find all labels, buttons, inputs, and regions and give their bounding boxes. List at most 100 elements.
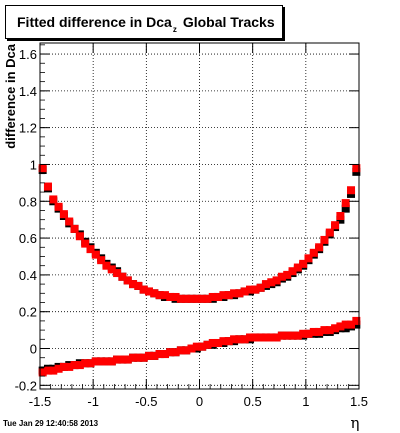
data-point bbox=[299, 259, 308, 268]
x-tick-label: 1.5 bbox=[350, 394, 368, 409]
y-tick-label: 0.6 bbox=[19, 231, 37, 246]
data-point bbox=[49, 195, 58, 204]
data-point bbox=[251, 285, 260, 294]
data-point bbox=[336, 212, 345, 220]
data-point bbox=[182, 294, 191, 303]
data-point bbox=[65, 217, 74, 226]
data-point bbox=[118, 272, 127, 281]
data-point bbox=[139, 285, 148, 294]
data-point bbox=[208, 292, 217, 301]
data-point bbox=[118, 355, 127, 364]
data-point bbox=[75, 361, 84, 370]
data-point bbox=[54, 202, 63, 211]
data-point bbox=[267, 333, 276, 342]
data-point bbox=[224, 337, 233, 346]
data-point bbox=[176, 294, 185, 303]
data-point bbox=[246, 333, 255, 342]
data-point bbox=[155, 291, 164, 300]
data-point bbox=[331, 324, 340, 333]
data-point bbox=[325, 228, 334, 237]
data-point bbox=[160, 291, 169, 300]
data-point bbox=[187, 344, 196, 353]
data-point bbox=[246, 285, 255, 294]
chart-title-box: Fitted difference in Dcaz Global Tracks bbox=[5, 5, 283, 39]
data-point bbox=[134, 281, 143, 290]
data-point bbox=[123, 355, 132, 364]
data-point bbox=[230, 335, 239, 344]
data-point bbox=[182, 346, 191, 355]
chart-title-main: Fitted difference in Dca bbox=[17, 14, 172, 30]
data-point bbox=[113, 355, 122, 364]
data-point bbox=[224, 291, 233, 300]
data-point bbox=[65, 362, 74, 371]
data-point bbox=[171, 292, 180, 301]
data-point bbox=[102, 261, 111, 270]
data-point bbox=[54, 364, 63, 373]
data-point bbox=[277, 331, 286, 340]
data-point bbox=[214, 338, 223, 347]
data-point bbox=[123, 276, 132, 285]
data-point bbox=[261, 333, 270, 342]
data-point bbox=[166, 292, 175, 301]
y-tick-label: 1.4 bbox=[19, 84, 37, 99]
data-point bbox=[187, 294, 196, 303]
data-point bbox=[272, 333, 281, 342]
data-point bbox=[288, 267, 297, 276]
data-point bbox=[219, 337, 228, 346]
data-point bbox=[256, 283, 265, 292]
data-point bbox=[171, 348, 180, 357]
data-point bbox=[144, 287, 153, 296]
data-point bbox=[309, 248, 318, 257]
data-point bbox=[160, 350, 169, 359]
y-tick-label: 0 bbox=[30, 342, 37, 357]
y-tick-label: 1 bbox=[30, 157, 37, 172]
data-point bbox=[320, 326, 329, 335]
data-point bbox=[208, 338, 217, 347]
data-point bbox=[299, 329, 308, 338]
data-point bbox=[129, 353, 138, 362]
data-point bbox=[38, 164, 47, 173]
data-point bbox=[49, 366, 58, 375]
data-point bbox=[325, 326, 334, 335]
x-tick-label: -0.5 bbox=[135, 394, 157, 409]
data-point bbox=[75, 232, 84, 241]
data-point bbox=[198, 342, 207, 351]
y-tick-label: 0.4 bbox=[19, 268, 37, 283]
data-point bbox=[166, 348, 175, 357]
data-point bbox=[240, 287, 249, 296]
data-point bbox=[315, 327, 324, 336]
data-point bbox=[43, 182, 52, 191]
x-axis-label: η bbox=[351, 414, 360, 432]
data-point bbox=[283, 331, 292, 340]
data-point bbox=[150, 289, 159, 298]
data-point bbox=[315, 243, 324, 252]
data-point bbox=[176, 346, 185, 355]
data-point bbox=[144, 351, 153, 360]
data-point bbox=[86, 359, 95, 368]
axes: -1.5 -1 -0.5 0 0.5 1 1.5 -0.2 0 0.2 0.4 0.6 0.8 1 1.2 1… bbox=[15, 43, 368, 409]
x-tick-label: -1 bbox=[87, 394, 99, 409]
data-point bbox=[59, 210, 68, 219]
data-point bbox=[347, 186, 356, 195]
data-point bbox=[192, 294, 201, 303]
data-point bbox=[59, 362, 68, 371]
data-point bbox=[198, 294, 207, 303]
data-point bbox=[331, 221, 340, 230]
data-point bbox=[139, 353, 148, 362]
data-point bbox=[43, 366, 52, 375]
data-point bbox=[86, 245, 95, 254]
x-tick-label: 0 bbox=[196, 394, 203, 409]
data-point bbox=[129, 280, 138, 289]
data-point bbox=[304, 329, 313, 338]
data-point bbox=[97, 357, 106, 366]
data-point bbox=[107, 265, 116, 274]
data-point bbox=[272, 276, 281, 285]
data-point bbox=[203, 294, 212, 303]
data-point bbox=[70, 224, 79, 233]
data-point bbox=[97, 256, 106, 265]
data-point bbox=[293, 263, 302, 272]
data-point bbox=[219, 291, 228, 300]
data-point bbox=[81, 359, 90, 368]
data-point bbox=[38, 368, 47, 377]
x-tick-label: 1 bbox=[302, 394, 309, 409]
